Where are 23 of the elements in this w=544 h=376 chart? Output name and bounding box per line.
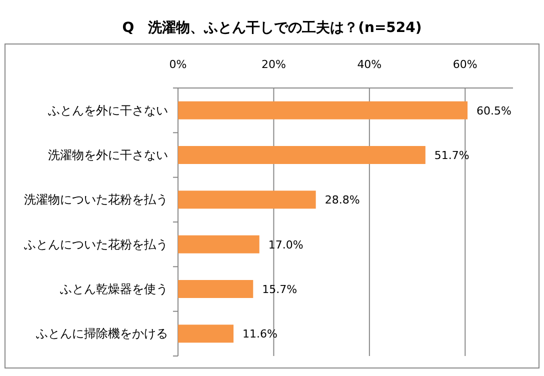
data-label: 15.7%: [262, 283, 298, 296]
x-tick-label: 0%: [169, 58, 187, 71]
data-label: 60.5%: [476, 104, 512, 118]
data-label: 11.6%: [242, 328, 278, 341]
y-tick-label: 洗濯物を外に干さない: [48, 148, 168, 162]
bar: [178, 280, 254, 298]
bar: [178, 146, 426, 164]
data-label: 51.7%: [434, 149, 470, 162]
chart-title: Q 洗濯物、ふとん干しでの工夫は？(n=524): [122, 20, 422, 36]
bar: [178, 101, 468, 120]
x-tick-label: 20%: [261, 58, 286, 71]
y-tick-label: ふとんに掃除機をかける: [35, 326, 168, 341]
y-tick-label: 洗濯物についた花粉を払う: [24, 192, 168, 207]
bar: [178, 324, 234, 343]
x-tick-label: 60%: [452, 58, 478, 71]
bar: [178, 190, 316, 209]
data-label: 17.0%: [268, 238, 304, 252]
x-tick-label: 40%: [357, 58, 382, 71]
bar: [178, 235, 260, 254]
y-tick-label: ふとん乾燥器を使う: [59, 282, 168, 296]
data-label: 28.8%: [324, 194, 360, 207]
y-tick-label: ふとんを外に干さない: [47, 103, 168, 118]
y-tick-label: ふとんについた花粉を払う: [23, 237, 168, 252]
